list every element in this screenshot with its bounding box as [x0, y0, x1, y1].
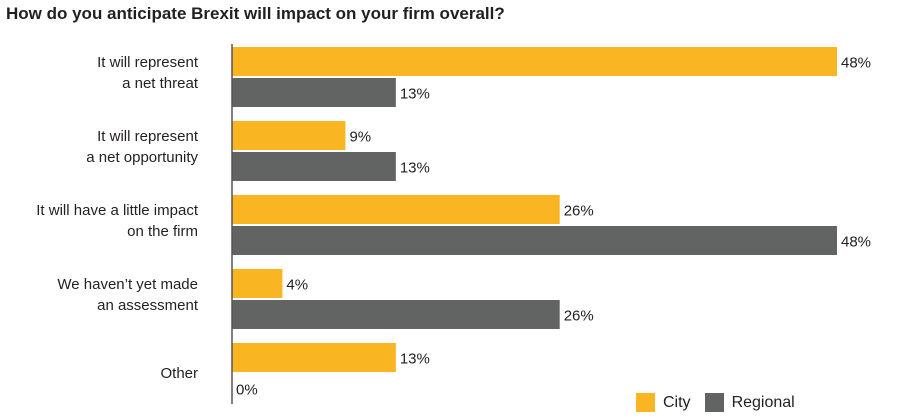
category-label: It will represent a net opportunity [86, 128, 198, 166]
category-label: Other [160, 364, 198, 382]
category-label: It will have a little impact on the firm [36, 202, 198, 240]
bar-city-3 [232, 269, 283, 298]
data-label-regional-0: 13% [400, 86, 430, 103]
bar-regional-0 [232, 78, 396, 107]
bar-regional-1 [232, 152, 396, 181]
legend-label-regional: Regional [731, 393, 795, 411]
data-label-city-0: 48% [841, 55, 871, 72]
bar-regional-2 [232, 226, 837, 255]
bar-city-0 [232, 47, 837, 76]
data-label-regional-3: 26% [564, 308, 594, 325]
legend-swatch-regional [704, 393, 724, 412]
data-label-city-3: 4% [286, 277, 308, 294]
data-label-city-2: 26% [564, 203, 594, 220]
bar-regional-3 [232, 300, 560, 329]
chart-title: How do you anticipate Brexit will impact… [6, 4, 505, 23]
bar-city-2 [232, 195, 560, 224]
legend-item-city: City [636, 393, 691, 412]
data-label-city-4: 13% [400, 351, 430, 368]
legend-swatch-city [636, 393, 655, 412]
legend-item-regional: Regional [704, 393, 795, 412]
bar-city-1 [232, 121, 346, 150]
data-label-regional-2: 48% [841, 234, 871, 251]
data-label-regional-4: 0% [236, 382, 258, 399]
legend: City Regional [636, 393, 795, 412]
data-label-city-1: 9% [349, 129, 371, 146]
category-label: We haven’t yet made an assessment [57, 276, 198, 314]
bar-city-4 [232, 343, 396, 372]
legend-label-city: City [663, 393, 691, 411]
category-label: It will represent a net threat [97, 54, 198, 92]
data-label-regional-1: 13% [400, 160, 430, 177]
